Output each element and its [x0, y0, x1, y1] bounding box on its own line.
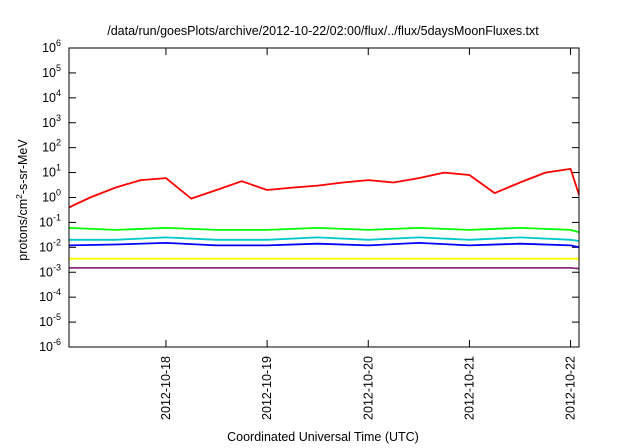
y-tick-label-exponent: -1	[53, 212, 61, 222]
y-axis-label-rest: -s-sr-MeV	[16, 139, 30, 195]
y-tick-label-exponent: 5	[56, 63, 61, 73]
y-tick-label-base: 10	[42, 66, 56, 80]
series-line	[69, 236, 580, 242]
x-tick-label: 2012-10-22	[564, 356, 578, 420]
series-line	[69, 266, 580, 270]
y-tick-label: 10-5	[39, 312, 61, 329]
x-tick-label: 2012-10-20	[361, 356, 375, 420]
y-tick-label-base: 10	[42, 91, 56, 105]
y-tick-label: 10-4	[39, 287, 61, 304]
x-tick-label: 2012-10-18	[159, 356, 173, 420]
y-axis-label-base: protons/cm	[16, 199, 30, 261]
y-tick-label-exponent: -5	[53, 312, 61, 322]
plot-area: 10-610-510-410-310-210-11001011021031041…	[39, 38, 580, 420]
y-tick-label-base: 10	[39, 215, 53, 229]
y-tick-label-exponent: -3	[53, 262, 61, 272]
y-tick-label-exponent: 6	[56, 38, 61, 48]
y-tick-label-base: 10	[39, 265, 53, 279]
y-axis-label-sup: 2	[14, 194, 24, 199]
y-tick-label: 106	[42, 38, 61, 55]
y-tick-label: 100	[42, 188, 61, 205]
y-tick-label: 102	[42, 138, 61, 155]
y-tick-label-exponent: -6	[53, 337, 61, 347]
y-tick-label-exponent: -2	[53, 237, 61, 247]
y-tick-label-base: 10	[39, 290, 53, 304]
chart-title: /data/run/goesPlots/archive/2012-10-22/0…	[107, 24, 539, 38]
series-line	[68, 226, 580, 234]
y-tick-label-base: 10	[42, 41, 56, 55]
y-tick-label: 10-1	[39, 212, 61, 229]
y-tick-label-exponent: 0	[56, 188, 61, 198]
y-tick-label-base: 10	[42, 166, 56, 180]
y-tick-label-exponent: -4	[53, 287, 61, 297]
y-tick-label: 104	[42, 88, 61, 105]
y-tick-label-base: 10	[39, 240, 53, 254]
x-axis-label: Coordinated Universal Time (UTC)	[227, 430, 419, 444]
x-tick-label: 2012-10-19	[260, 356, 274, 420]
y-tick-label: 10-6	[39, 337, 61, 354]
y-tick-label-base: 10	[42, 116, 56, 130]
series-line	[68, 241, 580, 249]
y-tick-label: 10-2	[39, 237, 61, 254]
y-tick-label-exponent: 3	[56, 113, 61, 123]
y-axis-label: protons/cm2-s-sr-MeV	[14, 139, 30, 261]
plot-frame	[68, 47, 580, 348]
y-tick-label: 103	[42, 113, 61, 130]
y-tick-label-base: 10	[42, 191, 56, 205]
y-tick-label-base: 10	[39, 340, 53, 354]
y-tick-label: 101	[42, 163, 61, 180]
series-line	[68, 167, 580, 209]
x-tick-label: 2012-10-21	[462, 356, 476, 420]
y-tick-label: 10-3	[39, 262, 61, 279]
y-tick-label: 105	[42, 63, 61, 80]
y-tick-label-base: 10	[42, 141, 56, 155]
y-tick-label-exponent: 4	[56, 88, 61, 98]
y-tick-label-exponent: 1	[56, 163, 61, 173]
y-tick-label-exponent: 2	[56, 138, 61, 148]
y-tick-label-base: 10	[39, 315, 53, 329]
